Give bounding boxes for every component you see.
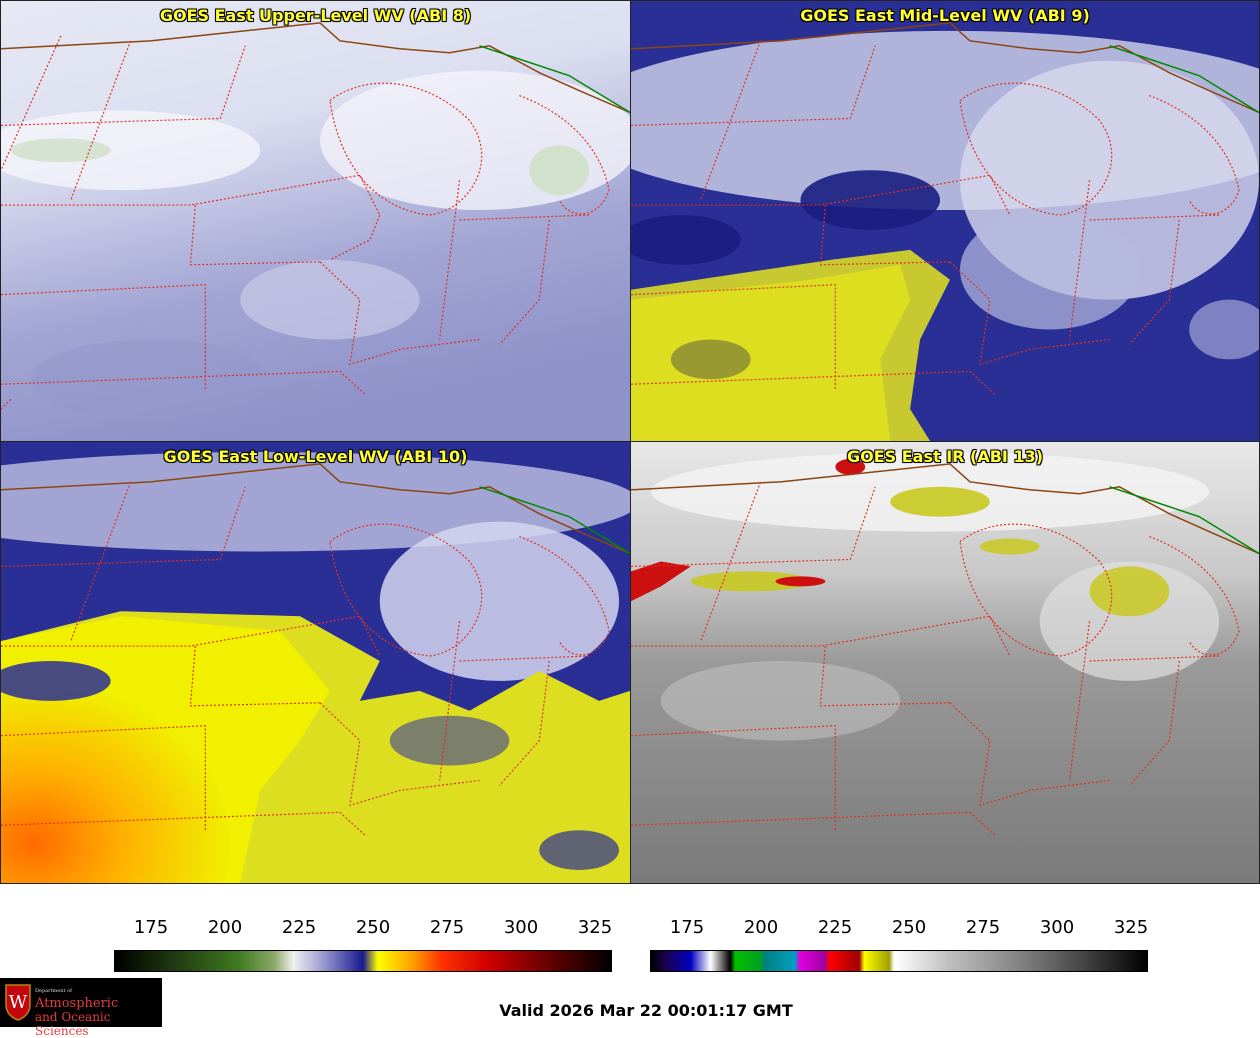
satellite-image-upper [1,1,630,441]
colorbar-water-vapor [114,950,612,972]
satellite-image-low [1,442,630,883]
map-borders-ir [631,463,1259,836]
map-borders-upper [1,22,630,410]
tick-label: 250 [355,917,391,938]
colorbar-infrared [650,950,1148,972]
tick-label: 200 [207,917,243,938]
tick-label: 300 [1039,917,1075,938]
satellite-image-mid [631,1,1259,441]
tick-label: 325 [577,917,613,938]
colorbar-ir-ticks: 175 200 225 250 275 300 325 [650,917,1148,947]
panel-title-ir: GOES East IR (ABI 13) [846,447,1044,466]
tick-label: 275 [429,917,465,938]
logo-dept-text: Department of [35,988,72,994]
valid-time: Valid 2026 Mar 22 00:01:17 GMT [499,1001,793,1020]
satellite-image-ir [631,442,1259,883]
colorbar-wv-ticks: 175 200 225 250 275 300 325 [114,917,612,947]
tick-label: 175 [133,917,169,938]
uw-shield-icon: W [5,984,31,1021]
panel-low-level-wv: GOES East Low-Level WV (ABI 10) [0,441,631,884]
svg-text:W: W [9,992,28,1013]
tick-label: 250 [891,917,927,938]
map-borders-low [1,463,630,836]
panel-mid-level-wv: GOES East Mid-Level WV (ABI 9) [630,0,1260,442]
tick-label: 200 [743,917,779,938]
tick-label: 175 [669,917,705,938]
tick-label: 225 [817,917,853,938]
panel-upper-level-wv: GOES East Upper-Level WV (ABI 8) [0,0,631,442]
tick-label: 275 [965,917,1001,938]
logo-line1: Atmospheric [35,996,119,1011]
tick-label: 325 [1113,917,1149,938]
panel-title-mid: GOES East Mid-Level WV (ABI 9) [800,6,1090,25]
logo-line2: and Oceanic Sciences [35,1010,111,1038]
aos-logo: W Department of Atmospheric and Oceanic … [0,978,162,1038]
panel-title-low: GOES East Low-Level WV (ABI 10) [163,447,468,466]
panel-title-upper: GOES East Upper-Level WV (ABI 8) [159,6,472,25]
map-borders-mid [631,22,1259,395]
tick-label: 300 [503,917,539,938]
tick-label: 225 [281,917,317,938]
panel-ir: GOES East IR (ABI 13) [630,441,1260,884]
